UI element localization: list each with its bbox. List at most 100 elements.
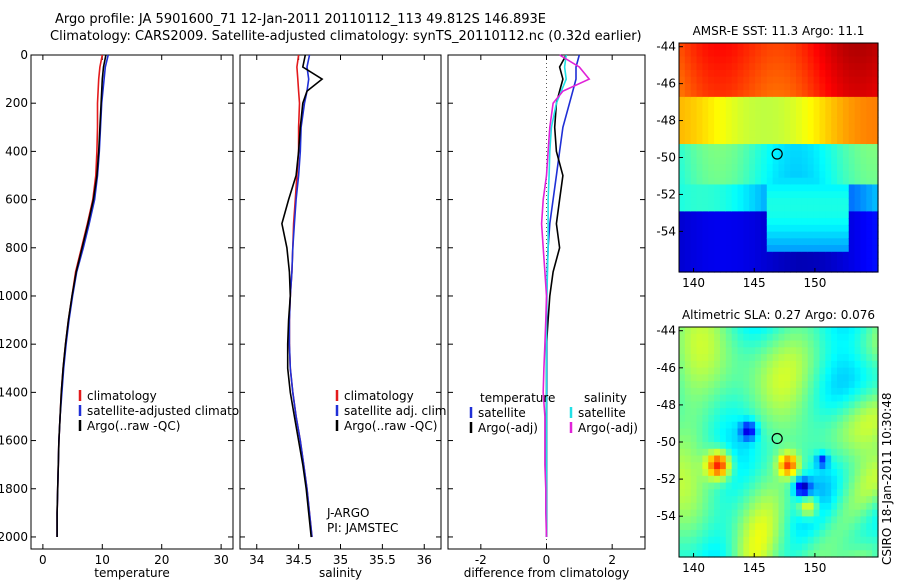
sla-heatmap-cell [749, 408, 756, 416]
sla-heatmap-cell [796, 529, 803, 538]
sst-heatmap-cell [790, 218, 797, 226]
sst-heatmap-cell [872, 49, 879, 58]
sla-heatmap-cell [714, 536, 721, 545]
sla-heatmap-cell [813, 374, 821, 382]
sla-heatmap-cell [679, 469, 686, 477]
sla-heatmap-cell [743, 401, 750, 409]
sst-heatmap-cell [796, 110, 803, 118]
sla-heatmap-cell [696, 381, 704, 389]
sla-heatmap-cell [854, 340, 862, 348]
sst-heatmap-cell [684, 137, 692, 145]
sst-heatmap-cell [860, 63, 867, 71]
sst-heatmap-cell [807, 76, 815, 85]
sla-heatmap-cell [708, 496, 715, 504]
sst-heatmap-cell [825, 69, 832, 78]
sst-heatmap-cell [796, 103, 803, 111]
sla-heatmap-cell [725, 475, 733, 484]
sst-heatmap-cell [749, 83, 756, 91]
sst-heatmap-cell [696, 251, 704, 260]
sst-heatmap-cell [831, 96, 838, 105]
sla-heatmap-cell [766, 523, 774, 531]
sla-heatmap-cell [737, 428, 744, 436]
sst-heatmap-cell [708, 204, 715, 212]
sla-heatmap-cell [837, 543, 844, 551]
sla-heatmap-cell [813, 394, 821, 403]
sst-heatmap-cell [807, 63, 815, 71]
sst-heatmap-cell [854, 144, 862, 152]
sla-heatmap-cell [679, 347, 686, 355]
sla-heatmap-cell [702, 475, 709, 484]
sla-heatmap-cell [837, 340, 844, 348]
sla-heatmap-cell [766, 381, 774, 389]
sst-heatmap-cell [819, 177, 826, 186]
sst-heatmap-cell [860, 157, 867, 165]
sla-heatmap-cell [737, 496, 744, 504]
sla-heatmap-cell [866, 536, 873, 545]
sla-heatmap-cell [778, 455, 785, 463]
sst-heatmap-cell [854, 150, 862, 159]
sst-heatmap-cell [760, 69, 768, 78]
sst-heatmap-cell [790, 144, 797, 152]
sst-heatmap-cell [737, 177, 744, 186]
sla-heatmap-cell [725, 347, 733, 355]
sst-heatmap-cell [854, 251, 862, 260]
sst-heatmap-cell [866, 211, 873, 219]
sst-heatmap-cell [872, 117, 879, 125]
sst-heatmap-cell [755, 184, 762, 192]
sst-heatmap-cell [866, 251, 873, 260]
sst-heatmap-cell [778, 251, 785, 260]
sst-heatmap-cell [719, 83, 727, 91]
sla-heatmap-cell [737, 354, 744, 362]
sla-heatmap-cell [749, 543, 756, 551]
sla-heatmap-cell [796, 333, 803, 342]
sst-heatmap-cell [760, 90, 768, 98]
sst-heatmap-cell [866, 76, 873, 85]
temperature-xtick-label: 30 [213, 553, 228, 567]
sla-heatmap-cell [866, 502, 873, 511]
sla-heatmap-cell [831, 469, 838, 477]
sla-heatmap-cell [801, 516, 809, 524]
sst-heatmap-cell [784, 130, 791, 138]
sla-heatmap-cell [831, 333, 838, 342]
sst-heatmap-cell [737, 56, 744, 64]
sla-heatmap-cell [842, 536, 850, 545]
sst-heatmap-cell [725, 191, 733, 199]
sla-heatmap-cell [714, 462, 721, 470]
sst-heatmap-cell [708, 56, 715, 64]
sst-heatmap-cell [708, 144, 715, 152]
sst-heatmap-cell [801, 117, 809, 125]
sst-heatmap-cell [749, 110, 756, 118]
sst-heatmap-cell [842, 96, 850, 105]
sst-heatmap-cell [796, 49, 803, 58]
sla-heatmap-cell [690, 462, 698, 470]
sst-heatmap-cell [784, 137, 791, 145]
float-info-line2: PI: JAMSTEC [327, 521, 398, 535]
sla-heatmap-cell [825, 536, 832, 545]
sla-heatmap-cell [749, 387, 756, 396]
sst-heatmap-cell [790, 184, 797, 192]
sst-heatmap-cell [679, 150, 686, 159]
sla-heatmap-cell [778, 327, 785, 335]
sst-heatmap-cell [813, 90, 821, 98]
sla-heatmap-cell [790, 550, 797, 558]
sst-heatmap-cell [784, 103, 791, 111]
sst-heatmap-cell [772, 218, 780, 226]
sst-heatmap-cell [708, 63, 715, 71]
sla-heatmap-cell [714, 529, 721, 538]
sla-heatmap-cell [872, 327, 879, 335]
sla-heatmap-cell [854, 550, 862, 558]
sst-heatmap-cell [714, 144, 721, 152]
sst-heatmap-cell [719, 157, 727, 165]
sla-heatmap-cell [842, 489, 850, 497]
sst-heatmap-cell [860, 76, 867, 85]
sla-heatmap-cell [860, 502, 867, 511]
sla-heatmap-cell [825, 401, 832, 409]
sst-heatmap-cell [725, 197, 733, 206]
sla-heatmap-cell [801, 448, 809, 457]
sst-heatmap-cell [790, 224, 797, 233]
sst-heatmap-cell [784, 245, 791, 253]
sla-heatmap-cell [760, 543, 768, 551]
sst-heatmap-cell [825, 144, 832, 152]
sla-heatmap-cell [766, 442, 774, 450]
